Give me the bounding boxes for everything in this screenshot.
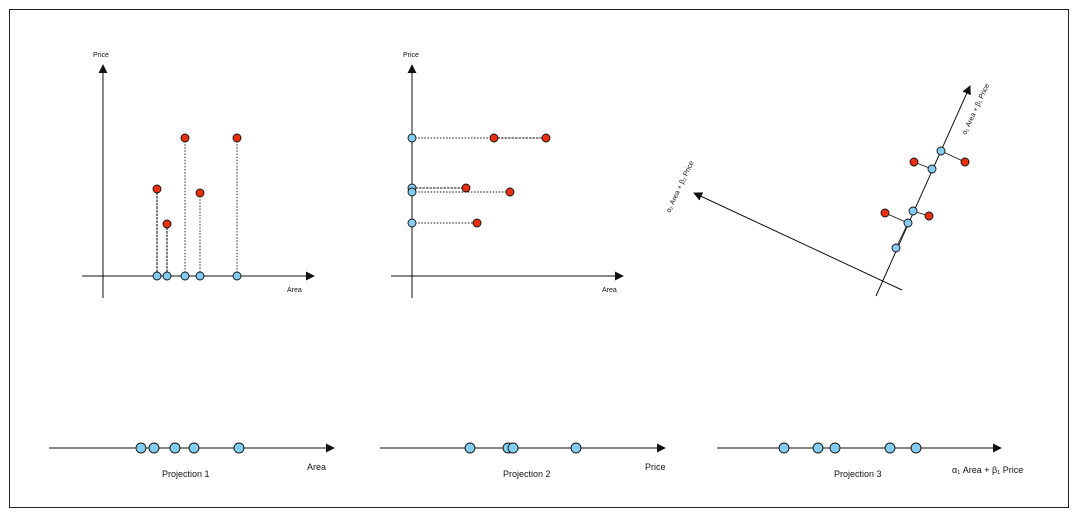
panel3-data-point	[960, 157, 970, 167]
projection1-point	[135, 442, 147, 454]
projection3-axis-label: α₁ Area + β₁ Price	[952, 465, 1023, 475]
panel1-data-point	[180, 133, 190, 143]
projection1-point	[169, 442, 181, 454]
projection1-point	[233, 442, 245, 454]
panel1-data-point	[232, 133, 242, 143]
panel3-axis1-label: α₁ Area + β₁ Price	[961, 83, 991, 136]
panel3-projected-point	[908, 206, 918, 216]
projection3-point	[812, 442, 824, 454]
panel3-data-point	[880, 208, 890, 218]
projection3-point	[829, 442, 841, 454]
panel1-projected-point	[162, 271, 172, 281]
panel3-axis2-label: α₂ Area + β₂ Price	[665, 160, 695, 214]
projection2-point	[464, 442, 476, 454]
panel2-data-point	[541, 133, 551, 143]
panel2-ylabel: Price	[403, 52, 419, 59]
panel1-ylabel: Price	[93, 52, 109, 59]
panel1-data-point	[152, 184, 162, 194]
panel2-projected-point	[407, 187, 417, 197]
panel1-xlabel: Area	[287, 287, 302, 294]
panel1-projected-point	[152, 271, 162, 281]
projection1-point	[148, 442, 160, 454]
panel2-data-point	[472, 218, 482, 228]
projection-3: α₁ Area + β₁ Price Projection 3	[717, 442, 1023, 479]
panel-2: Price Area	[391, 52, 624, 298]
panel3-projection-line	[895, 222, 909, 249]
panel2-xlabel: Area	[602, 287, 617, 294]
projection3-point	[778, 442, 790, 454]
projection2-axis-label: Price	[645, 462, 666, 472]
panel3-projected-point	[936, 146, 946, 156]
panel2-projected-point	[407, 133, 417, 143]
panel1-projected-point	[195, 271, 205, 281]
projection1-caption: Projection 1	[162, 469, 210, 479]
panel3-axis-2	[693, 192, 903, 291]
projection1-axis-label: Area	[307, 462, 326, 472]
projection2-point	[507, 442, 519, 454]
panel2-data-point	[489, 133, 499, 143]
panel3-projected-point	[903, 218, 913, 228]
panel-3: α₁ Area + β₁ Price α₂ Area + β₂ Price	[665, 83, 991, 297]
projection3-point	[910, 442, 922, 454]
projection2-point	[570, 442, 582, 454]
panel2-data-point	[505, 187, 515, 197]
panel1-projected-point	[180, 271, 190, 281]
panel3-axis-1	[875, 85, 971, 297]
projection3-caption: Projection 3	[834, 469, 882, 479]
panel-1: Price Area	[82, 52, 315, 298]
panel2-data-point	[461, 183, 471, 193]
panel3-data-point	[924, 211, 934, 221]
projection2-caption: Projection 2	[503, 469, 551, 479]
projection-1: Area Projection 1	[49, 442, 335, 479]
panel1-data-point	[162, 219, 172, 229]
panel3-projected-point	[891, 243, 901, 253]
panel1-data-point	[195, 188, 205, 198]
projection3-point	[884, 442, 896, 454]
panel3-data-point	[909, 157, 919, 167]
projection1-point	[188, 442, 200, 454]
panel2-projected-point	[407, 218, 417, 228]
projection-2: Price Projection 2	[380, 442, 666, 479]
panel1-projected-point	[232, 271, 242, 281]
panel3-projected-point	[927, 164, 937, 174]
